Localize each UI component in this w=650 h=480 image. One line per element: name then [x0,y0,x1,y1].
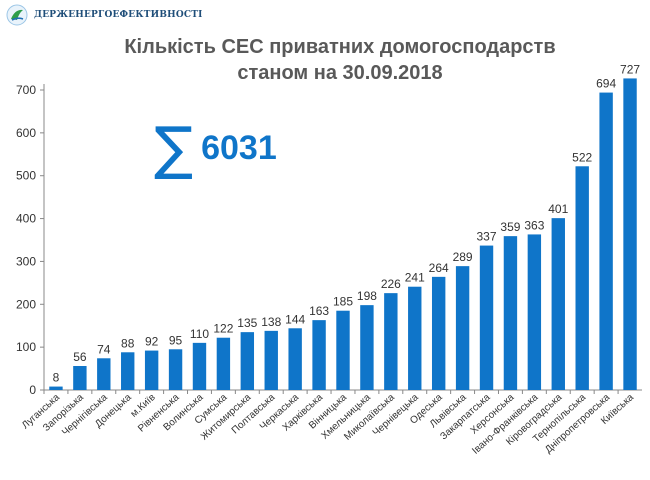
bar [551,218,565,390]
bar [384,293,398,390]
bar [336,310,350,390]
bar [73,366,87,390]
data-label: 8 [53,371,60,385]
data-label: 138 [261,315,281,329]
data-label: 401 [548,202,568,216]
bar [360,305,374,390]
bar [216,337,231,390]
y-tick-label: 400 [16,212,36,226]
y-tick-label: 500 [16,169,36,183]
data-label: 522 [572,150,592,164]
data-label: 264 [429,261,449,275]
data-label: 363 [524,218,544,232]
data-label: 122 [213,322,233,336]
y-tick-label: 0 [29,383,36,397]
bar [49,386,63,390]
data-label: 241 [405,271,425,285]
data-label: 185 [333,295,353,309]
bar [288,328,302,390]
total-sum: ∑ 6031 [154,118,277,178]
bar [408,286,422,390]
bar [431,276,446,390]
chart-title: Кількість СЕС приватних домогосподарств [124,36,556,58]
bar [503,236,518,390]
data-label: 56 [73,350,87,364]
bar [455,266,470,390]
bar [527,234,542,390]
bar [312,320,326,390]
y-tick-label: 200 [16,297,36,311]
bar [192,342,207,390]
data-label: 95 [169,333,183,347]
y-tick-label: 600 [16,126,36,140]
bar [264,330,278,390]
brand-logo: ДЕРЖЕНЕРГОЕФЕКТИВНОСТІ [6,4,203,26]
brand-name: ДЕРЖЕНЕРГОЕФЕКТИВНОСТІ [34,10,203,20]
data-label: 74 [97,342,111,356]
bar [599,92,613,391]
data-label: 226 [381,277,401,291]
total-value: 6031 [201,128,277,167]
data-label: 198 [357,289,377,303]
chart-subtitle: станом на 30.09.2018 [237,62,443,84]
bar [121,352,135,390]
bar [240,332,255,390]
bar [144,350,159,390]
data-label: 727 [620,62,640,76]
data-label: 135 [237,316,257,330]
bar [479,245,494,390]
y-tick-label: 700 [16,83,36,97]
bar [623,78,637,390]
data-label: 163 [309,304,329,318]
data-label: 289 [453,250,473,264]
data-label: 88 [121,336,135,350]
data-label: 359 [500,220,520,234]
bar [168,349,183,390]
brand-logo-icon [6,4,28,26]
bar [575,166,589,390]
data-label: 92 [145,335,159,349]
sigma-icon: ∑ [154,114,194,182]
data-label: 337 [477,230,497,244]
y-tick-label: 300 [16,254,36,268]
data-label: 110 [190,327,209,341]
bar [97,358,111,390]
y-tick-label: 100 [16,340,36,354]
data-label: 694 [596,77,616,91]
data-label: 144 [285,312,305,326]
